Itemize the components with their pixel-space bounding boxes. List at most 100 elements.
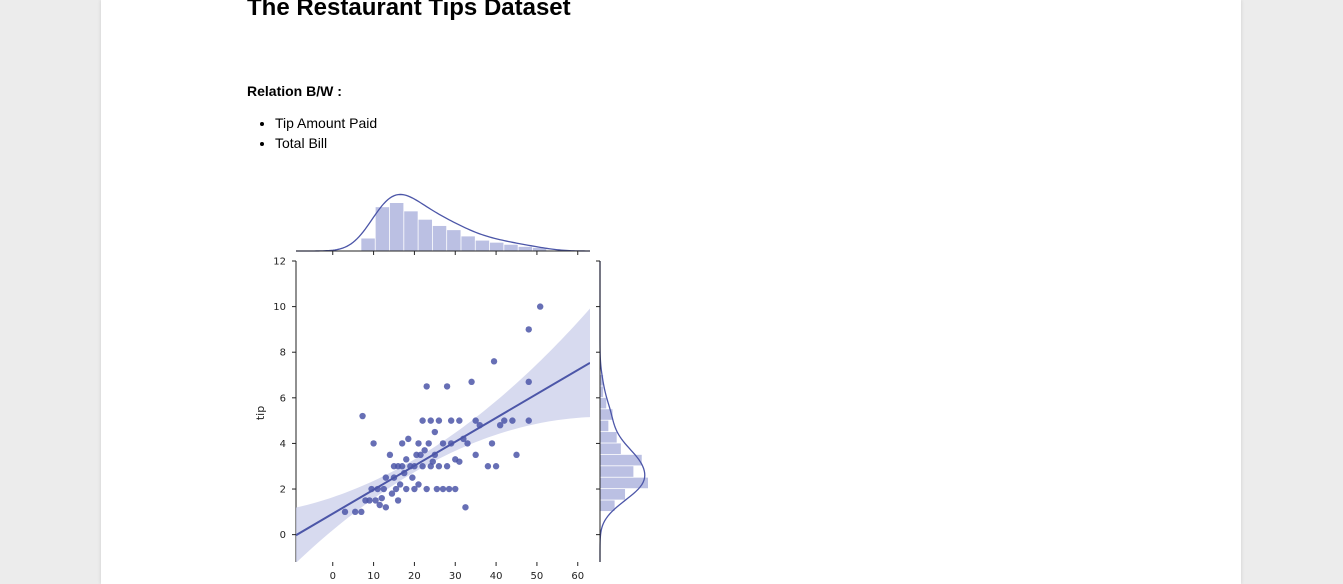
scatter-point: [431, 428, 439, 436]
scatter-point: [525, 417, 532, 424]
y-tick-label: 12: [273, 257, 286, 268]
x-tick-label: 10: [367, 571, 380, 582]
scatter-point: [509, 417, 516, 424]
top-histogram-bar: [489, 242, 504, 251]
scatter-point: [464, 440, 471, 447]
scatter-point: [341, 508, 349, 516]
y-tick: 12: [273, 257, 296, 268]
scatter-point: [421, 447, 428, 454]
page-title: The Restaurant Tips Dataset: [247, 0, 571, 21]
x-tick-label: 30: [449, 571, 462, 582]
right-histogram-bar: [600, 386, 604, 398]
relation-heading: Relation B/W :: [247, 83, 342, 99]
scatter-point: [513, 451, 520, 459]
scatter-point: [358, 508, 365, 516]
scatter-point: [443, 463, 451, 470]
scatter-point: [423, 383, 430, 390]
scatter-point: [492, 463, 500, 470]
scatter-point: [433, 485, 441, 493]
scatter-point: [396, 481, 404, 488]
scatter-point: [409, 474, 416, 481]
y-tick-label: 8: [280, 348, 286, 359]
scatter-point: [417, 451, 424, 459]
scatter-point: [366, 497, 373, 504]
top-histogram-bar: [361, 238, 375, 251]
scatter-point: [427, 417, 434, 424]
top-histogram-bar: [475, 240, 490, 251]
x-tick: 60: [571, 562, 584, 582]
x-tick: 10: [367, 562, 380, 582]
scatter-point: [394, 497, 402, 504]
relation-item-tip: Tip Amount Paid: [275, 113, 377, 133]
scatter-point: [490, 358, 498, 365]
right-histogram-bar: [600, 432, 617, 443]
top-histogram-bar: [447, 230, 461, 251]
y-axis-label: tip: [254, 406, 267, 420]
scatter-point: [456, 417, 463, 424]
x-tick-label: 60: [571, 571, 584, 582]
scatter-point: [435, 417, 443, 424]
top-histogram-bar: [461, 236, 475, 251]
scatter-point: [445, 485, 453, 493]
x-tick: 40: [490, 562, 503, 582]
scatter-point: [380, 485, 387, 493]
scatter-point: [403, 485, 410, 493]
x-tick: 20: [408, 562, 421, 582]
top-kde-curve: [295, 193, 591, 252]
y-tick-label: 10: [273, 302, 286, 313]
top-histogram-bar: [404, 211, 418, 251]
scatter-point: [462, 504, 469, 511]
scatter-point: [536, 303, 544, 310]
scatter-point: [435, 463, 443, 470]
scatter-point: [415, 481, 422, 488]
top-histogram-bar: [389, 203, 404, 251]
scatter-point: [382, 474, 390, 481]
scatter-point: [525, 378, 532, 386]
y-tick: 4: [280, 439, 296, 450]
scatter-point: [484, 463, 492, 470]
scatter-point: [419, 417, 426, 424]
right-histogram-bar: [600, 409, 613, 420]
top-histogram-bar: [432, 225, 447, 251]
scatter-point: [443, 383, 451, 390]
right-histogram-bar: [600, 477, 648, 489]
scatter-point: [405, 435, 412, 443]
scatter-point: [370, 440, 377, 447]
right-histogram-bar: [600, 454, 642, 466]
right-histogram-bar: [600, 489, 626, 500]
top-histogram-bar: [518, 246, 533, 251]
y-tick-label: 4: [280, 439, 286, 450]
scatter-point: [403, 456, 410, 463]
scatter-point: [488, 440, 496, 447]
y-tick-label: 0: [280, 530, 286, 541]
regression-line: [296, 361, 590, 537]
y-tick: 10: [273, 302, 296, 313]
scatter-point: [439, 440, 447, 447]
x-tick-label: 0: [330, 571, 336, 582]
right-histogram-bar: [600, 443, 621, 455]
scatter-point: [388, 490, 396, 497]
scatter-point: [472, 451, 479, 459]
scatter-point: [419, 463, 426, 470]
scatter-point: [392, 485, 400, 493]
y-tick: 8: [280, 348, 296, 359]
scatter-point: [447, 417, 455, 424]
y-tick-label: 6: [280, 393, 286, 404]
scatter-point: [382, 504, 390, 511]
scatter-point: [359, 412, 366, 420]
scatter-point: [423, 485, 430, 493]
x-tick-label: 40: [490, 571, 503, 582]
right-histogram-bar: [600, 397, 607, 409]
scatter-point: [501, 417, 508, 424]
x-tick: 30: [449, 562, 462, 582]
scatter-point: [425, 440, 432, 447]
x-tick: 0: [330, 562, 336, 582]
top-histogram-bar: [504, 244, 518, 251]
scatter-point: [525, 326, 532, 333]
scatter-point: [386, 451, 394, 459]
x-tick-label: 20: [408, 571, 421, 582]
x-tick-label: 50: [531, 571, 544, 582]
right-histogram-bar: [600, 375, 604, 386]
scatter-point: [376, 501, 383, 509]
